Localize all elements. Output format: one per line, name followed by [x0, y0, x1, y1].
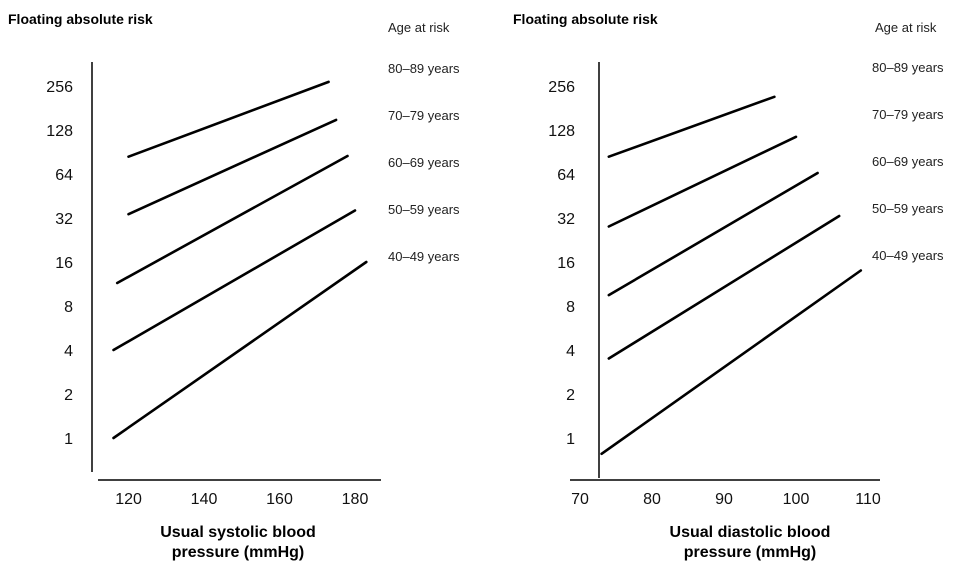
systolic-x-tick-label: 140 — [191, 491, 218, 508]
systolic-y-tick-label: 2 — [64, 387, 73, 404]
diastolic-legend-title: Age at risk — [875, 20, 937, 35]
systolic-chart-title: Floating absolute risk — [8, 11, 153, 27]
diastolic-series-line — [607, 214, 841, 360]
systolic-y-tick-label: 8 — [64, 299, 73, 316]
systolic-series-line — [112, 260, 368, 440]
diastolic-series-line — [600, 269, 863, 456]
systolic-legend-entry: 80–89 years — [388, 61, 460, 76]
systolic-x-axis-label-line1: Usual systolic blood — [160, 524, 316, 541]
systolic-y-tick-label: 4 — [64, 343, 73, 360]
systolic-series-line — [112, 209, 357, 352]
systolic-series-line — [127, 80, 330, 158]
diastolic-x-tick-label: 90 — [715, 491, 733, 508]
systolic-x-tick-label: 180 — [342, 491, 369, 508]
diastolic-x-axis-label-line1: Usual diastolic blood — [670, 524, 831, 541]
diastolic-y-tick-label: 16 — [557, 255, 575, 272]
diastolic-y-tick-label: 64 — [557, 167, 575, 184]
systolic-y-tick-label: 32 — [55, 211, 73, 228]
diastolic-legend-entry: 60–69 years — [872, 154, 944, 169]
systolic-y-tick-label: 256 — [46, 79, 73, 96]
systolic-legend-title: Age at risk — [388, 20, 450, 35]
diastolic-y-tick-label: 256 — [548, 79, 575, 96]
diastolic-x-tick-label: 110 — [855, 491, 881, 508]
diastolic-x-tick-label: 100 — [783, 491, 810, 508]
diastolic-x-tick-label: 70 — [571, 491, 589, 508]
diastolic-series-line — [607, 135, 798, 228]
diastolic-series-line — [607, 171, 819, 297]
diastolic-x-axis-label-line2: pressure (mmHg) — [684, 544, 816, 561]
diastolic-y-tick-label: 1 — [566, 431, 575, 448]
diastolic-y-tick-label: 4 — [566, 343, 575, 360]
diastolic-y-tick-label: 128 — [548, 123, 575, 140]
systolic-legend-entry: 50–59 years — [388, 202, 460, 217]
diastolic-chart-title: Floating absolute risk — [513, 11, 658, 27]
systolic-x-tick-label: 160 — [266, 491, 293, 508]
systolic-x-tick-label: 120 — [115, 491, 142, 508]
diastolic-series-line — [607, 95, 776, 158]
systolic-x-axis-label-line2: pressure (mmHg) — [172, 544, 304, 561]
systolic-series-line — [127, 118, 338, 216]
diastolic-y-tick-label: 8 — [566, 299, 575, 316]
systolic-series-line — [115, 154, 349, 285]
diastolic-legend-entry: 50–59 years — [872, 201, 944, 216]
diastolic-legend-entry: 40–49 years — [872, 248, 944, 263]
systolic-legend-entry: 60–69 years — [388, 155, 460, 170]
systolic-y-tick-label: 16 — [55, 255, 73, 272]
systolic-y-tick-label: 64 — [55, 167, 73, 184]
diastolic-legend-entry: 80–89 years — [872, 60, 944, 75]
diastolic-x-tick-label: 80 — [643, 491, 661, 508]
diastolic-y-tick-label: 32 — [557, 211, 575, 228]
diastolic-y-tick-label: 2 — [566, 387, 575, 404]
systolic-y-tick-label: 128 — [46, 123, 73, 140]
systolic-y-tick-label: 1 — [64, 431, 73, 448]
diastolic-legend-entry: 70–79 years — [872, 107, 944, 122]
systolic-legend-entry: 40–49 years — [388, 249, 460, 264]
systolic-legend-entry: 70–79 years — [388, 108, 460, 123]
